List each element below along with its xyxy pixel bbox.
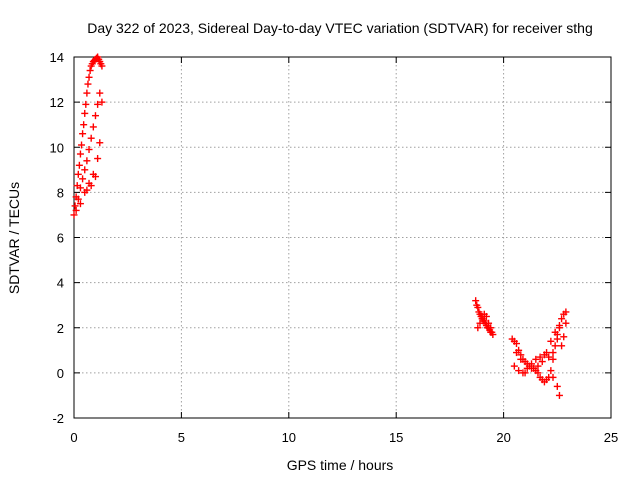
data-point bbox=[94, 155, 102, 163]
data-point bbox=[472, 297, 480, 305]
data-point bbox=[75, 161, 83, 169]
y-tick-label: 14 bbox=[50, 50, 64, 65]
data-point bbox=[485, 319, 493, 327]
data-point bbox=[83, 157, 91, 165]
data-point bbox=[545, 353, 553, 361]
data-point bbox=[510, 362, 518, 370]
data-point bbox=[94, 100, 102, 108]
data-point bbox=[549, 349, 557, 357]
x-tick-label: 10 bbox=[282, 430, 296, 445]
data-point bbox=[74, 195, 82, 203]
grid bbox=[74, 57, 611, 418]
data-point bbox=[547, 367, 555, 375]
data-point bbox=[87, 134, 95, 142]
data-point bbox=[543, 349, 551, 357]
data-point bbox=[515, 367, 523, 375]
data-point bbox=[83, 89, 91, 97]
data-point bbox=[560, 333, 568, 341]
data-point bbox=[79, 130, 87, 138]
data-point bbox=[534, 369, 542, 377]
data-point bbox=[74, 170, 82, 178]
data-point bbox=[476, 319, 484, 327]
data-point bbox=[562, 319, 570, 327]
data-point bbox=[555, 391, 563, 399]
data-point bbox=[534, 362, 542, 370]
data-point bbox=[532, 355, 540, 363]
data-point bbox=[98, 62, 106, 70]
data-point bbox=[551, 342, 559, 350]
y-axis-label: SDTVAR / TECUs bbox=[6, 182, 22, 294]
y-tick-label: 12 bbox=[50, 95, 64, 110]
data-point bbox=[71, 202, 79, 210]
data-point bbox=[87, 182, 95, 190]
x-tick-label: 20 bbox=[496, 430, 510, 445]
data-point bbox=[517, 355, 525, 363]
data-point bbox=[89, 123, 97, 131]
x-tick-label: 15 bbox=[389, 430, 403, 445]
data-point bbox=[85, 146, 93, 154]
data-point bbox=[547, 337, 555, 345]
y-tick-label: 2 bbox=[57, 321, 64, 336]
x-tick-label: 0 bbox=[70, 430, 77, 445]
data-point bbox=[474, 324, 482, 332]
chart-title: Day 322 of 2023, Sidereal Day-to-day VTE… bbox=[87, 20, 593, 36]
data-point bbox=[558, 342, 566, 350]
x-axis-label: GPS time / hours bbox=[287, 457, 394, 473]
data-point bbox=[553, 335, 561, 343]
axis-ticks: 0 5 10 15 20 25 -2 0 2 4 6 8 10 12 14 bbox=[50, 50, 619, 445]
data-point bbox=[562, 308, 570, 316]
data-point bbox=[96, 139, 104, 147]
data-point bbox=[558, 315, 566, 323]
y-tick-label: 6 bbox=[57, 231, 64, 246]
data-point bbox=[85, 73, 93, 81]
data-point bbox=[76, 150, 84, 158]
data-point bbox=[555, 324, 563, 332]
data-point bbox=[78, 141, 86, 149]
data-point bbox=[551, 328, 559, 336]
data-point bbox=[82, 100, 90, 108]
data-point bbox=[83, 186, 91, 194]
data-point bbox=[91, 173, 99, 181]
data-point bbox=[489, 331, 497, 339]
data-point bbox=[521, 369, 529, 377]
data-point bbox=[523, 364, 531, 372]
data-point bbox=[84, 80, 92, 88]
x-tick-label: 5 bbox=[178, 430, 185, 445]
data-point bbox=[549, 355, 557, 363]
data-point bbox=[538, 358, 546, 366]
x-tick-label: 25 bbox=[604, 430, 618, 445]
y-tick-label: 4 bbox=[57, 276, 64, 291]
data-point bbox=[553, 382, 561, 390]
data-point bbox=[487, 324, 495, 332]
y-tick-label: -2 bbox=[52, 411, 64, 426]
data-point bbox=[528, 360, 536, 368]
data-point bbox=[512, 340, 520, 348]
y-tick-label: 10 bbox=[50, 140, 64, 155]
data-point bbox=[81, 109, 89, 117]
data-point bbox=[91, 112, 99, 120]
data-point bbox=[96, 89, 104, 97]
data-point bbox=[98, 98, 106, 106]
data-point bbox=[536, 353, 544, 361]
y-tick-label: 0 bbox=[57, 366, 64, 381]
data-point bbox=[76, 184, 84, 192]
data-points bbox=[70, 53, 570, 399]
data-point bbox=[512, 349, 520, 357]
data-point bbox=[76, 200, 84, 208]
data-point bbox=[70, 211, 78, 219]
data-point bbox=[81, 166, 89, 174]
data-point bbox=[474, 303, 482, 311]
data-point bbox=[549, 373, 557, 381]
data-point bbox=[80, 121, 88, 129]
y-tick-label: 8 bbox=[57, 185, 64, 200]
data-point bbox=[482, 312, 490, 320]
data-point bbox=[72, 206, 80, 214]
data-point bbox=[79, 175, 87, 183]
data-point bbox=[86, 67, 94, 75]
